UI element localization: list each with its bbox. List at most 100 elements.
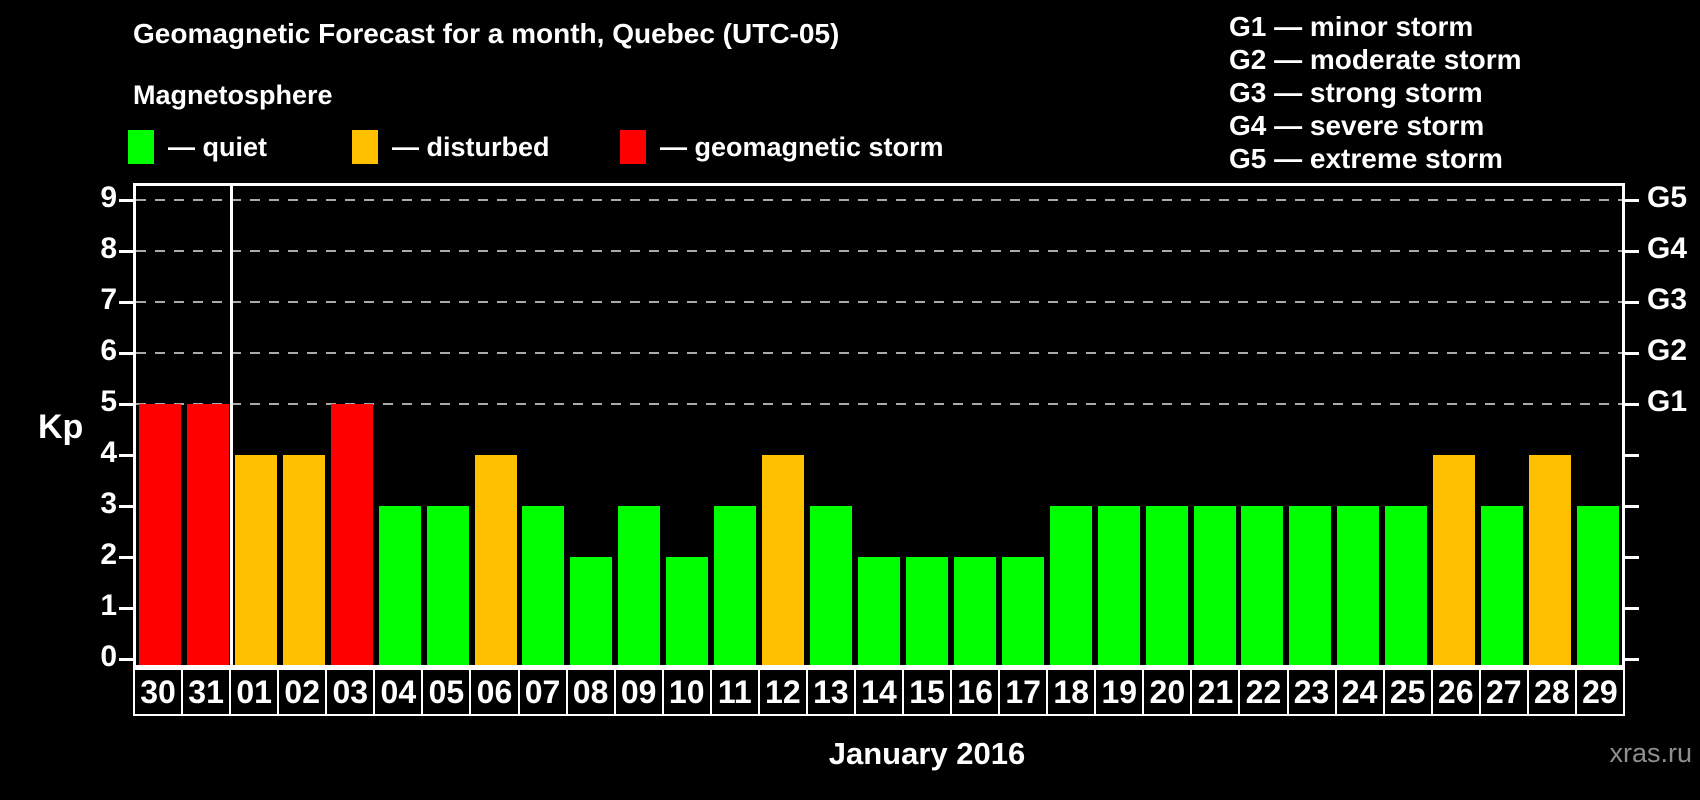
y-tick-left-5 [119,402,133,406]
g-legend-line-5: G5 — extreme storm [1229,143,1503,174]
day-label-04: 04 [375,670,424,714]
y-tick-right-9 [1625,198,1639,202]
legend-label-disturbed: — disturbed [392,132,550,162]
y-tick-label-3: 3 [100,487,117,520]
g-axis-label-G5: G5 [1647,181,1688,214]
y-tick-label-2: 2 [100,538,117,571]
g-legend-line-2: G2 — moderate storm [1229,44,1522,75]
day-label-30: 30 [135,670,184,714]
kp-bar-day-12 [762,455,805,665]
kp-bar-day-07 [522,506,565,665]
kp-bar-day-11 [714,506,757,665]
day-label-16: 16 [952,670,1001,714]
g-axis-label-G2: G2 [1647,334,1688,367]
day-label-20: 20 [1144,670,1193,714]
gridline-kp-6 [136,352,1622,354]
y-tick-label-7: 7 [100,283,117,316]
day-label-12: 12 [760,670,808,714]
legend-swatch-quiet [128,130,154,164]
kp-bar-day-17 [1001,557,1044,665]
y-tick-left-2 [119,555,133,559]
day-label-21: 21 [1192,670,1241,714]
y-tick-left-9 [119,198,133,202]
legend-swatch-disturbed [352,130,378,164]
y-tick-right-2 [1625,555,1639,559]
kp-bar-day-31 [186,404,229,665]
y-tick-left-7 [119,300,133,304]
gridline-kp-5 [136,403,1622,405]
kp-bar-day-13 [810,506,853,665]
kp-bar-day-25 [1385,506,1428,665]
y-tick-label-5: 5 [100,385,117,418]
g-axis-label-G3: G3 [1647,283,1688,316]
day-label-22: 22 [1240,670,1289,714]
day-label-29: 29 [1582,673,1618,710]
y-tick-label-0: 0 [100,640,117,673]
kp-bar-day-28 [1529,455,1572,665]
legend-label-storm: — geomagnetic storm [660,132,944,162]
y-tick-left-4 [119,453,133,457]
kp-bar-day-09 [618,506,661,665]
y-tick-right-8 [1625,249,1639,253]
kp-bar-day-30 [138,404,181,665]
g-axis-label-G4: G4 [1647,232,1688,265]
chart-title: Geomagnetic Forecast for a month, Quebec… [133,18,840,49]
gridline-kp-8 [136,250,1622,252]
y-tick-left-1 [119,606,133,610]
day-label-07: 07 [520,670,568,714]
kp-bar-day-19 [1097,506,1140,665]
g-legend-line-3: G3 — strong storm [1229,77,1483,108]
x-axis-day-labels: 30 31 01 02 03 04 05 06 07 08 09 10 11 12 13 14 15 16 17 18… [133,668,1625,716]
legend-swatch-storm [620,130,646,164]
day-label-09: 09 [616,670,664,714]
y-tick-label-4: 4 [100,436,117,469]
day-label-10: 10 [664,670,712,714]
kp-bar-day-08 [570,557,613,665]
kp-bar-day-27 [1481,506,1524,665]
kp-bar-day-06 [474,455,517,665]
day-label-01: 01 [231,670,280,714]
day-label-11: 11 [712,670,760,714]
kp-bar-day-23 [1289,506,1332,665]
y-tick-label-8: 8 [100,232,117,265]
kp-bar-day-22 [1241,506,1284,665]
day-label-08: 08 [568,670,616,714]
day-label-23: 23 [1289,670,1337,714]
y-tick-left-0 [119,657,133,661]
y-tick-left-6 [119,351,133,355]
day-label-13: 13 [808,670,856,714]
kp-bar-day-24 [1337,506,1380,665]
y-tick-right-1 [1625,606,1639,610]
magnetosphere-label: Magnetosphere [133,80,333,110]
kp-bar-day-04 [378,506,421,665]
kp-bar-day-05 [426,506,469,665]
gridline-kp-9 [136,199,1622,201]
kp-bar-day-29 [1577,506,1620,665]
watermark: xras.ru [1609,738,1692,768]
y-tick-left-8 [119,249,133,253]
g-scale-legend: G1 — minor storm G2 — moderate storm G3 — … [1229,10,1522,175]
day-label-28: 28 [1529,670,1577,714]
y-tick-label-1: 1 [100,589,117,622]
day-label-02: 02 [279,670,328,714]
kp-bar-day-16 [953,557,996,665]
day-label-14: 14 [856,670,904,714]
y-tick-right-0 [1625,657,1639,661]
day-label-05: 05 [423,670,472,714]
day-label-24: 24 [1337,670,1385,714]
y-tick-right-6 [1625,351,1639,355]
legend-label-quiet: — quiet [168,132,267,162]
g-legend-line-4: G4 — severe storm [1229,110,1485,141]
g-legend-line-1: G1 — minor storm [1229,11,1474,42]
day-label-15: 15 [904,670,953,714]
kp-bar-day-21 [1193,506,1236,665]
kp-bar-day-20 [1145,506,1188,665]
month-separator-line [230,186,234,665]
day-label-19: 19 [1096,670,1145,714]
kp-bar-day-03 [330,404,373,665]
kp-bar-day-01 [234,455,277,665]
g-axis-label-G1: G1 [1647,385,1688,418]
kp-bar-day-15 [905,557,948,665]
kp-bar-day-14 [858,557,900,665]
